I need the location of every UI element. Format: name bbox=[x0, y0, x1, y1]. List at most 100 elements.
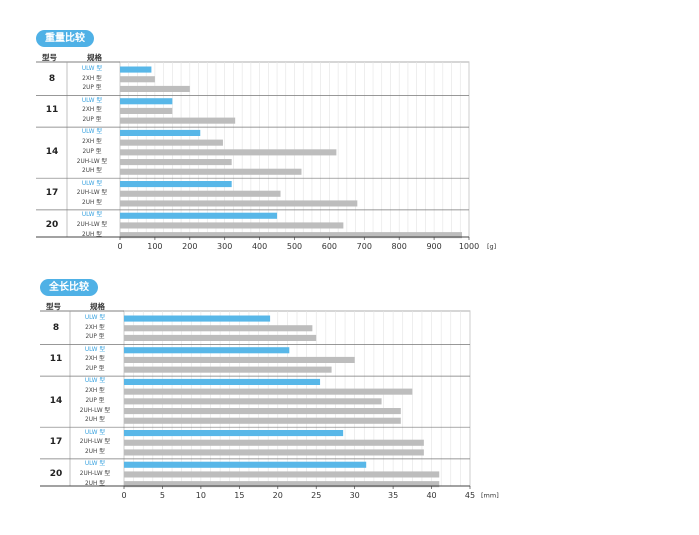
bar-14-ref2 bbox=[120, 149, 337, 156]
spec-label: 2UH 型 bbox=[82, 168, 102, 175]
bar-11-ref2 bbox=[124, 366, 332, 373]
x-unit-label: [g] bbox=[487, 243, 496, 251]
bar-8-ref1 bbox=[124, 325, 313, 332]
model-column-header: 型号 bbox=[42, 53, 57, 62]
bar-14-ref2 bbox=[124, 398, 382, 405]
spec-label: ULW 型 bbox=[84, 429, 106, 436]
spec-label: ULW 型 bbox=[84, 346, 106, 353]
x-tick-label: 200 bbox=[182, 242, 197, 251]
bar-8-ref2 bbox=[120, 85, 190, 92]
bar-11-ulw bbox=[124, 347, 290, 354]
bar-17-ulw bbox=[120, 181, 232, 188]
model-label: 8 bbox=[48, 73, 56, 84]
model-column-header: 型号 bbox=[46, 302, 61, 311]
spec-label: 2UH-LW 型 bbox=[79, 439, 111, 446]
bar-17-ulw bbox=[124, 430, 344, 437]
x-tick-label: 600 bbox=[322, 242, 337, 251]
bar-17-ref1 bbox=[124, 439, 424, 446]
spec-column-header: 规格 bbox=[87, 53, 102, 62]
x-tick-label: 700 bbox=[357, 242, 372, 251]
bar-8-ulw bbox=[120, 66, 152, 73]
bar-11-ref1 bbox=[120, 107, 173, 114]
x-tick-label: 800 bbox=[392, 242, 407, 251]
bar-14-ref1 bbox=[124, 388, 413, 395]
spec-label: 2UH 型 bbox=[82, 199, 102, 206]
bar-14-ref4 bbox=[120, 168, 302, 175]
spec-label: ULW 型 bbox=[81, 97, 103, 104]
bar-14-ref3 bbox=[124, 408, 401, 415]
spec-label: 2UH-LW 型 bbox=[76, 190, 108, 197]
spec-label: 2XH 型 bbox=[82, 107, 102, 114]
x-tick-label: 40 bbox=[426, 491, 436, 500]
x-tick-label: 10 bbox=[196, 491, 206, 500]
bar-20-ref2 bbox=[124, 481, 440, 488]
x-tick-label: 1000 bbox=[459, 242, 479, 251]
bar-11-ref1 bbox=[124, 356, 355, 363]
bar-14-ref4 bbox=[124, 417, 401, 424]
x-tick-label: 0 bbox=[117, 242, 122, 251]
model-label: 14 bbox=[45, 146, 59, 157]
spec-label: 2XH 型 bbox=[85, 324, 105, 331]
x-tick-label: 0 bbox=[121, 491, 126, 500]
bar-20-ulw bbox=[120, 212, 278, 219]
bar-17-ref1 bbox=[120, 190, 281, 197]
bar-14-ulw bbox=[120, 129, 201, 136]
spec-label: 2UH 型 bbox=[82, 231, 102, 238]
spec-label: ULW 型 bbox=[81, 212, 103, 219]
bar-20-ref1 bbox=[124, 471, 440, 478]
spec-label: 2UP 型 bbox=[82, 85, 102, 92]
bar-14-ref1 bbox=[120, 139, 223, 146]
x-tick-label: 900 bbox=[426, 242, 441, 251]
bar-17-ref2 bbox=[120, 200, 358, 207]
spec-label: 2UH 型 bbox=[85, 448, 105, 455]
model-label: 8 bbox=[52, 322, 60, 333]
spec-label: ULW 型 bbox=[81, 180, 103, 187]
model-label: 20 bbox=[49, 468, 63, 479]
bar-8-ulw bbox=[124, 315, 271, 322]
x-tick-label: 5 bbox=[160, 491, 165, 500]
spec-label: 2XH 型 bbox=[85, 388, 105, 395]
spec-label: 2UH 型 bbox=[85, 417, 105, 424]
spec-label: ULW 型 bbox=[84, 315, 106, 321]
spec-label: 2XH 型 bbox=[82, 75, 102, 82]
x-tick-label: 100 bbox=[147, 242, 162, 251]
model-label: 17 bbox=[45, 188, 59, 199]
model-label: 20 bbox=[45, 219, 59, 230]
bar-20-ulw bbox=[124, 461, 367, 468]
spec-label: ULW 型 bbox=[81, 66, 103, 72]
x-tick-label: 300 bbox=[217, 242, 232, 251]
spec-label: 2UP 型 bbox=[85, 397, 105, 404]
x-tick-label: 35 bbox=[388, 491, 398, 500]
x-unit-label: [mm] bbox=[481, 492, 499, 500]
x-tick-label: 15 bbox=[234, 491, 244, 500]
bar-14-ref3 bbox=[120, 159, 232, 166]
spec-label: 2UH 型 bbox=[85, 480, 105, 487]
bar-20-ref2 bbox=[120, 232, 463, 239]
spec-label: ULW 型 bbox=[84, 461, 106, 468]
x-tick-label: 30 bbox=[350, 491, 360, 500]
x-tick-label: 500 bbox=[287, 242, 302, 251]
spec-label: ULW 型 bbox=[81, 129, 103, 136]
model-label: 14 bbox=[49, 395, 63, 406]
bar-17-ref2 bbox=[124, 449, 424, 456]
bar-8-ref1 bbox=[120, 76, 155, 83]
bar-11-ref2 bbox=[120, 117, 236, 124]
spec-label: ULW 型 bbox=[84, 378, 106, 385]
chart-title: 重量比较 bbox=[36, 30, 94, 47]
spec-label: 2UH-LW 型 bbox=[79, 470, 111, 477]
bar-8-ref2 bbox=[124, 334, 317, 341]
model-label: 17 bbox=[49, 437, 63, 448]
spec-label: 2XH 型 bbox=[85, 356, 105, 363]
spec-label: 2UP 型 bbox=[82, 117, 102, 124]
spec-label: 2UH-LW 型 bbox=[79, 407, 111, 414]
bar-11-ulw bbox=[120, 98, 173, 105]
bar-14-ulw bbox=[124, 378, 321, 385]
spec-label: 2UP 型 bbox=[85, 334, 105, 341]
x-tick-label: 20 bbox=[273, 491, 283, 500]
spec-label: 2UH-LW 型 bbox=[76, 158, 108, 165]
spec-label: 2UP 型 bbox=[82, 148, 102, 155]
model-label: 11 bbox=[45, 105, 59, 116]
bar-20-ref1 bbox=[120, 222, 344, 229]
x-tick-label: 45 bbox=[465, 491, 475, 500]
